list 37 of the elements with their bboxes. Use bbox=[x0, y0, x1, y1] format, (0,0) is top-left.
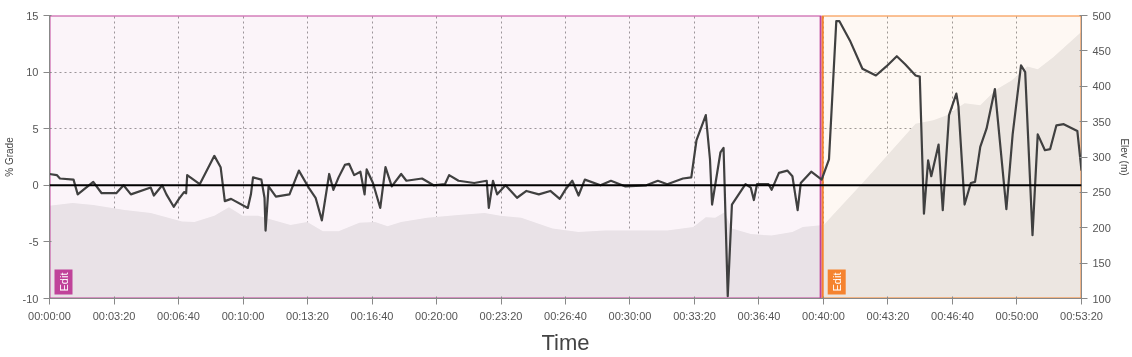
band-label: Edit bbox=[830, 272, 843, 292]
x-tick-label: 00:03:20 bbox=[92, 309, 136, 322]
x-tick-label: 00:50:00 bbox=[995, 309, 1039, 322]
band-label: Edit bbox=[57, 272, 70, 292]
x-axis-title: Time bbox=[541, 329, 590, 355]
y-tick-label: 15 bbox=[26, 9, 39, 22]
x-tick-label: 00:46:40 bbox=[931, 309, 974, 322]
y2-tick-label: 150 bbox=[1092, 257, 1111, 270]
x-tick-label: 00:40:00 bbox=[802, 309, 845, 322]
y2-tick-label: 300 bbox=[1092, 151, 1111, 163]
x-tick-label: 00:00:00 bbox=[28, 309, 71, 322]
x-tick-label: 00:43:20 bbox=[866, 309, 910, 322]
y2-tick-label: 250 bbox=[1092, 186, 1111, 199]
x-tick-label: 00:10:00 bbox=[221, 309, 265, 322]
x-tick-label: 00:23:20 bbox=[479, 309, 523, 322]
y2-tick-label: 400 bbox=[1092, 80, 1111, 93]
y-tick-label: 5 bbox=[32, 122, 39, 135]
y2-tick-label: 100 bbox=[1092, 292, 1111, 305]
x-tick-label: 00:16:40 bbox=[350, 309, 394, 322]
y-tick-label: 0 bbox=[32, 179, 39, 192]
x-tick-label: 00:30:00 bbox=[608, 309, 652, 322]
x-tick-label: 00:13:20 bbox=[286, 309, 329, 322]
y-axis-title: % Grade bbox=[3, 136, 15, 177]
x-tick-label: 00:53:20 bbox=[1060, 309, 1103, 322]
y2-tick-label: 350 bbox=[1092, 115, 1111, 128]
x-tick-label: 00:36:40 bbox=[737, 309, 781, 322]
y2-axis-title: Elev (m) bbox=[1118, 138, 1130, 176]
y2-tick-label: 450 bbox=[1092, 44, 1111, 57]
x-tick-label: 00:26:40 bbox=[544, 309, 587, 322]
x-tick-label: 00:20:00 bbox=[415, 309, 458, 322]
y2-tick-label: 500 bbox=[1092, 9, 1111, 22]
x-tick-label: 00:33:20 bbox=[673, 309, 716, 322]
y-tick-label: -10 bbox=[22, 292, 39, 305]
y-tick-label: 10 bbox=[26, 66, 39, 79]
y2-tick-label: 200 bbox=[1092, 221, 1111, 234]
x-tick-label: 00:06:40 bbox=[157, 309, 200, 322]
y-tick-label: -5 bbox=[28, 235, 39, 248]
